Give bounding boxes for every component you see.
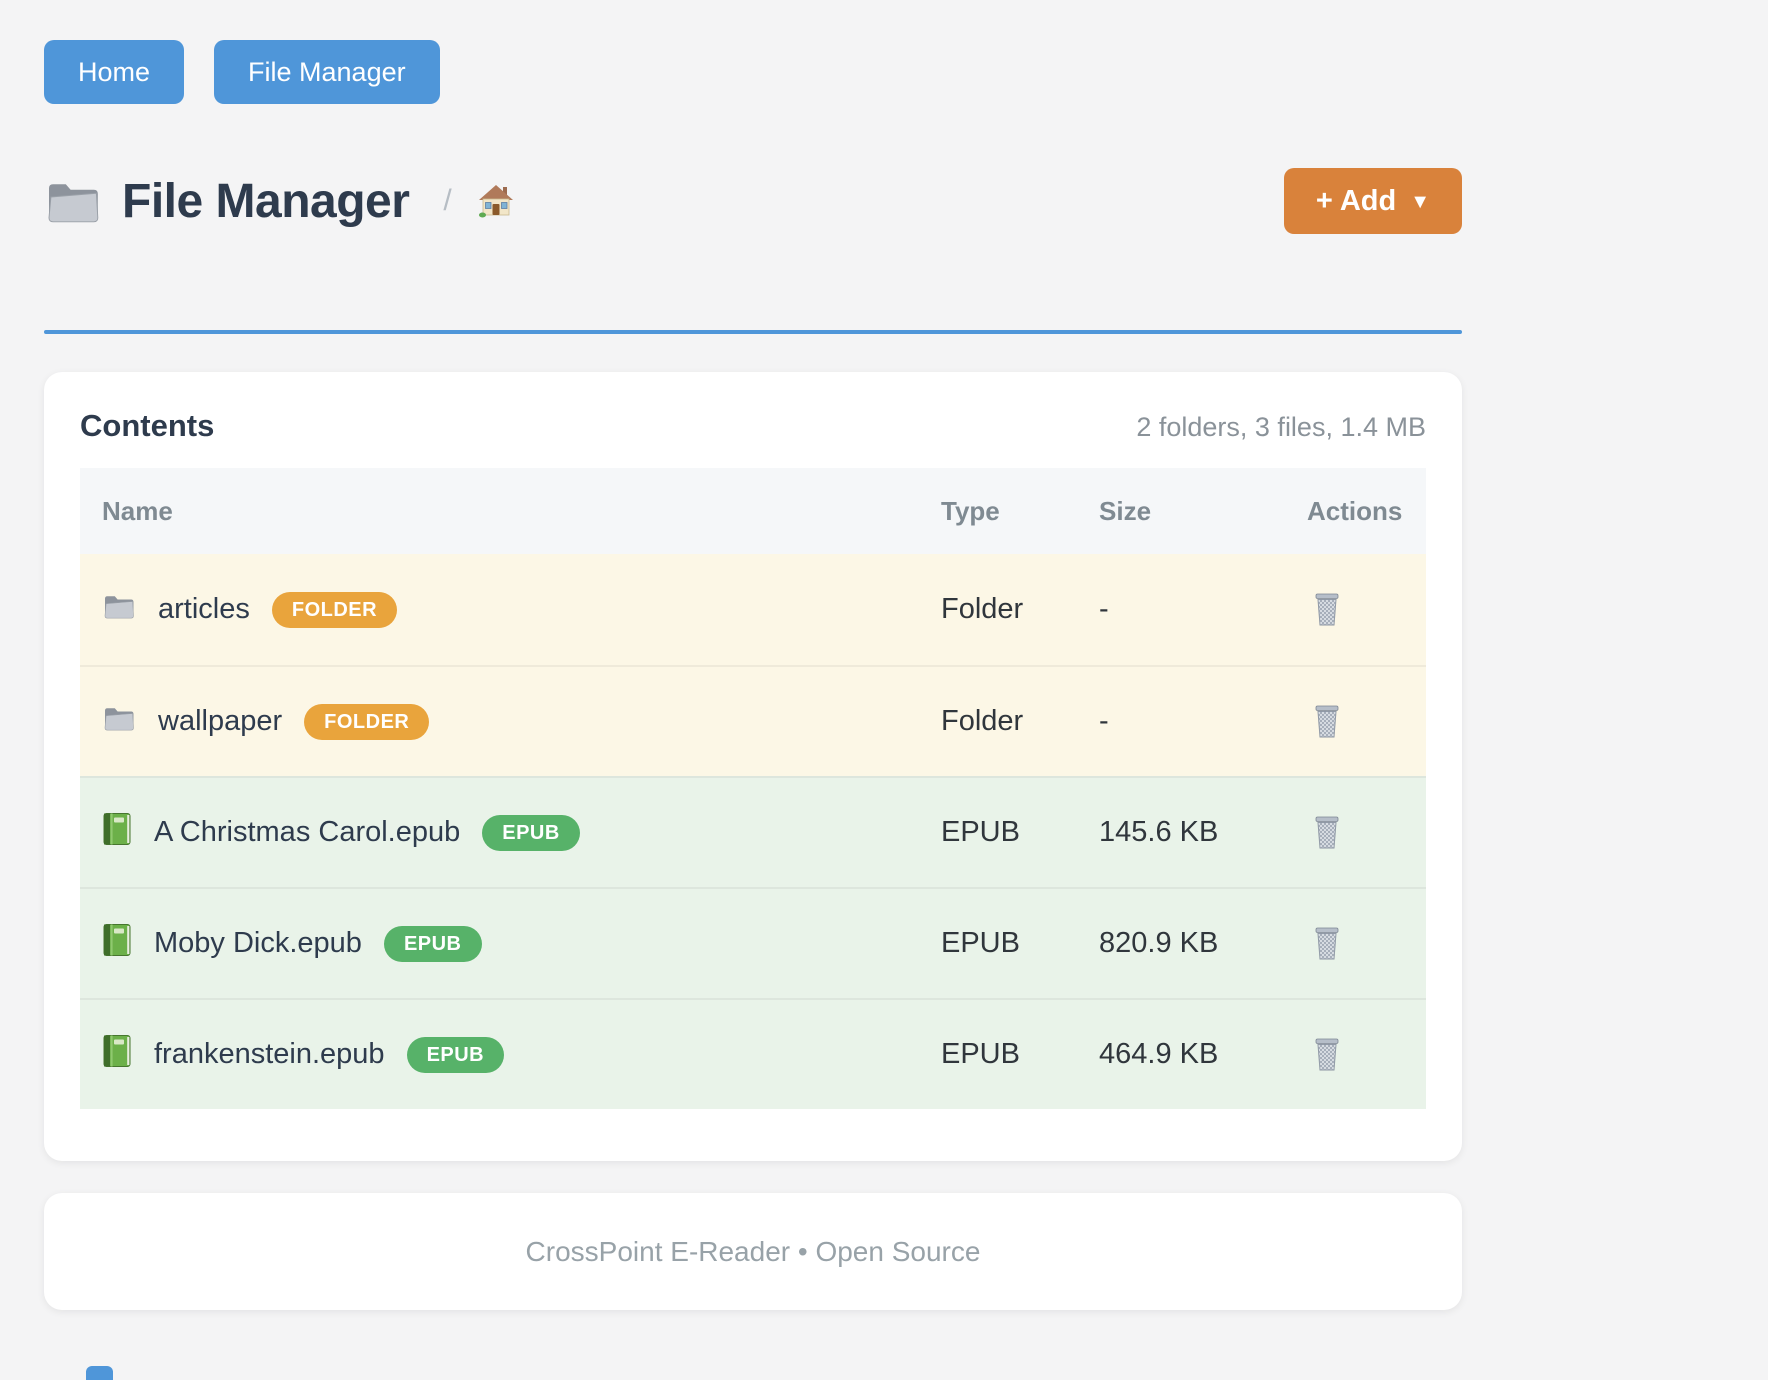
top-nav: Home File Manager	[44, 40, 440, 104]
file-name[interactable]: wallpaper	[158, 705, 283, 737]
type-cell: Folder	[941, 705, 1024, 737]
delete-button[interactable]	[1313, 1038, 1341, 1072]
row-icon-slot	[102, 923, 132, 965]
type-badge: EPUB	[406, 1036, 505, 1073]
column-header-type: Type	[941, 495, 1000, 526]
trash-icon	[1315, 816, 1339, 848]
footer-card: CrossPoint E-Reader • Open Source	[44, 1193, 1462, 1310]
book-icon	[103, 1034, 131, 1067]
delete-button[interactable]	[1313, 593, 1341, 627]
book-icon	[103, 812, 131, 845]
size-cell: 820.9 KB	[1099, 927, 1219, 959]
title-folder-icon-slot	[44, 177, 102, 225]
page-header: File Manager / + Add ▼	[44, 168, 1462, 234]
table-row: frankenstein.epub EPUB EPUB 464.9 KB	[80, 998, 1426, 1109]
page-title: File Manager	[122, 174, 410, 228]
nav-home-button[interactable]: Home	[44, 40, 185, 104]
table-row: A Christmas Carol.epub EPUB EPUB 145.6 K…	[80, 776, 1426, 887]
row-icon-slot	[102, 704, 136, 740]
add-button-label: + Add	[1315, 184, 1397, 217]
nav-file-manager-button[interactable]: File Manager	[214, 40, 440, 104]
type-cell: EPUB	[941, 816, 1020, 848]
folder-icon	[104, 595, 134, 618]
contents-summary: 2 folders, 3 files, 1.4 MB	[1136, 412, 1426, 442]
chevron-down-icon: ▼	[1410, 190, 1430, 213]
column-header-actions: Actions	[1307, 495, 1403, 526]
file-name[interactable]: A Christmas Carol.epub	[154, 816, 461, 848]
header-divider	[44, 330, 1462, 334]
type-cell: Folder	[941, 593, 1024, 625]
trash-icon	[1315, 927, 1339, 959]
table-row: articles FOLDER Folder -	[80, 554, 1426, 665]
file-name[interactable]: frankenstein.epub	[154, 1038, 385, 1070]
add-button[interactable]: + Add ▼	[1283, 168, 1462, 234]
row-icon-slot	[102, 592, 136, 628]
footer-text: CrossPoint E-Reader • Open Source	[525, 1235, 981, 1267]
contents-title: Contents	[80, 408, 215, 443]
folder-icon	[104, 707, 134, 730]
trash-icon	[1315, 705, 1339, 737]
house-icon	[478, 185, 513, 218]
table-row: wallpaper FOLDER Folder -	[80, 665, 1426, 776]
file-name[interactable]: Moby Dick.epub	[154, 927, 362, 959]
delete-button[interactable]	[1313, 705, 1341, 739]
folder-icon	[48, 184, 99, 223]
type-badge: FOLDER	[304, 703, 430, 740]
type-cell: EPUB	[941, 1038, 1020, 1070]
type-badge: FOLDER	[271, 591, 398, 628]
file-table: Name Type Size Actions articles FOLDER F…	[80, 468, 1426, 1109]
column-header-size: Size	[1099, 495, 1152, 526]
size-cell: -	[1099, 705, 1109, 737]
delete-button[interactable]	[1313, 927, 1341, 961]
file-name[interactable]: articles	[158, 593, 250, 625]
column-header-name: Name	[102, 495, 173, 526]
breadcrumb-separator: /	[443, 184, 452, 217]
size-cell: -	[1099, 593, 1109, 625]
type-badge: EPUB	[482, 814, 580, 851]
table-body: articles FOLDER Folder - wallpaper FOLDE…	[80, 554, 1426, 1109]
row-icon-slot	[102, 812, 132, 854]
row-icon-slot	[102, 1034, 132, 1076]
delete-button[interactable]	[1313, 816, 1341, 850]
book-icon	[103, 923, 131, 956]
table-row: Moby Dick.epub EPUB EPUB 820.9 KB	[80, 887, 1426, 998]
size-cell: 464.9 KB	[1099, 1038, 1219, 1070]
partial-button[interactable]	[86, 1366, 113, 1380]
breadcrumb-home[interactable]	[478, 183, 514, 219]
size-cell: 145.6 KB	[1099, 816, 1219, 848]
type-badge: EPUB	[383, 925, 482, 962]
trash-icon	[1315, 1038, 1339, 1070]
contents-card: Contents 2 folders, 3 files, 1.4 MB Name…	[44, 372, 1462, 1161]
type-cell: EPUB	[941, 927, 1020, 959]
trash-icon	[1315, 593, 1339, 625]
table-header-row: Name Type Size Actions	[80, 468, 1426, 554]
